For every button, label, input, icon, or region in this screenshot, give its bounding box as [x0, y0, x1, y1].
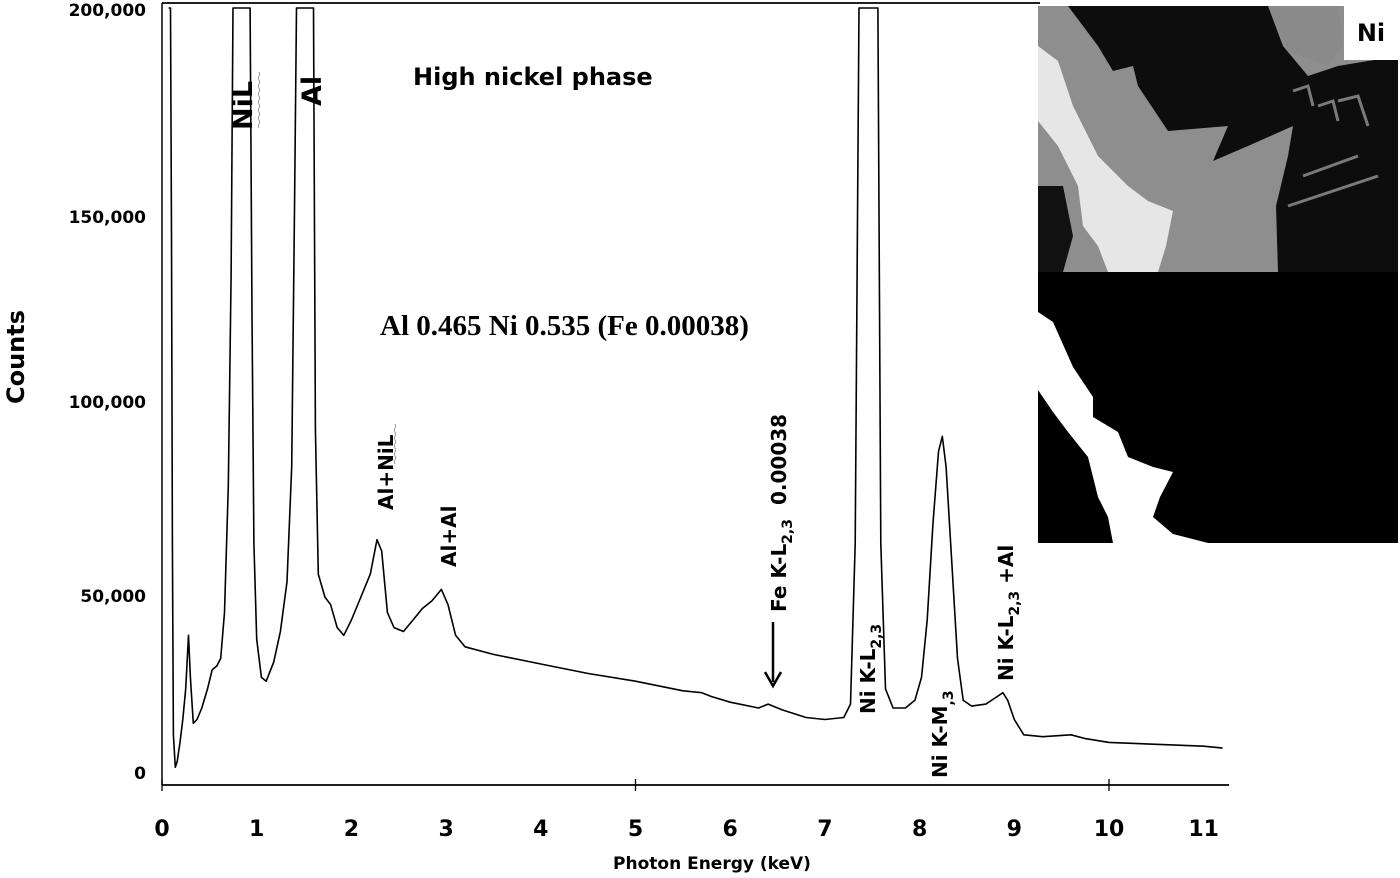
annotation-ni-kl-al: Ni K-L2,3 +Al [994, 545, 1023, 681]
x-tick-label: 5 [628, 817, 643, 842]
annotation-nil: NiL [228, 81, 259, 130]
y-axis-ticks: 0 50,000 100,000 150,000 200,000 [69, 1, 147, 784]
annotation-fe: Fe K-L2,30.00038 [767, 414, 796, 612]
al-nil-spellcheck-underline [393, 423, 397, 465]
x-tick-label: 8 [912, 817, 927, 842]
nil-spellcheck-underline [257, 71, 261, 129]
x-tick-label: 9 [1007, 817, 1022, 842]
annotation-ni-km: Ni K-M,3 [928, 690, 957, 778]
inset-binary-mask [1038, 272, 1398, 543]
chart-title: High nickel phase [413, 63, 653, 91]
annotation-ni-kl: Ni K-L2,3 [856, 624, 885, 714]
fe-arrow-head-icon [763, 671, 783, 689]
spectrum-line [168, 7, 1223, 769]
inset-grayscale-micrograph: Ni [1038, 6, 1398, 272]
annotation-al: Al [297, 76, 328, 106]
x-tick-label: 1 [249, 817, 264, 842]
annotation-al-al: Al+Al [437, 506, 461, 567]
inset-element-label: Ni [1344, 6, 1398, 60]
x-axis-title: Photon Energy (keV) [613, 854, 811, 874]
x-tick-label: 4 [533, 817, 548, 842]
inset-micrographs: Ni [1038, 6, 1398, 543]
x-tick-label: 2 [344, 817, 359, 842]
y-tick-label: 100,000 [69, 393, 147, 413]
x-tick-label: 6 [723, 817, 738, 842]
y-tick-label: 50,000 [80, 587, 146, 607]
x-tick-label: 0 [154, 817, 169, 842]
x-tick-label: 3 [438, 817, 453, 842]
y-tick-label: 150,000 [69, 208, 147, 228]
x-axis-ticks: 0 1 2 3 4 5 6 7 8 9 10 11 [154, 779, 1219, 842]
y-axis-title: Counts [2, 310, 30, 404]
binary-mask-image [1038, 272, 1398, 543]
x-tick-label: 10 [1094, 817, 1125, 842]
y-tick-label: 200,000 [69, 1, 147, 21]
x-tick-label: 7 [817, 817, 832, 842]
composition-text: Al 0.465 Ni 0.535 (Fe 0.00038) [380, 310, 749, 342]
y-tick-label: 0 [134, 764, 146, 784]
x-tick-label: 11 [1188, 817, 1219, 842]
